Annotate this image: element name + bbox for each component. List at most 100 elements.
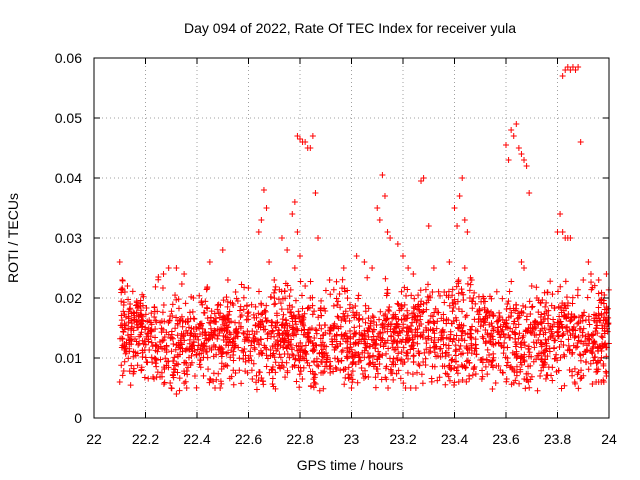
data-point: [184, 371, 191, 378]
data-point: [219, 247, 226, 253]
data-point: [341, 332, 348, 339]
data-point: [307, 368, 314, 375]
data-point: [528, 373, 535, 380]
data-point: [376, 316, 383, 323]
data-point: [137, 321, 144, 328]
data-point: [508, 309, 515, 316]
data-point: [475, 293, 482, 300]
data-point: [394, 357, 401, 364]
data-point: [170, 366, 177, 373]
data-point: [204, 354, 211, 361]
data-point: [502, 354, 509, 361]
data-point: [164, 358, 171, 365]
data-point: [267, 346, 274, 353]
data-point: [526, 384, 533, 391]
data-point: [163, 329, 170, 336]
data-point: [384, 328, 391, 335]
data-point: [161, 366, 168, 373]
data-point: [574, 343, 581, 350]
data-point: [514, 315, 521, 322]
data-point: [400, 344, 407, 351]
data-point: [453, 283, 460, 290]
data-point: [244, 310, 251, 317]
data-point: [377, 308, 384, 315]
data-point: [484, 346, 491, 353]
data-point: [484, 331, 491, 338]
data-point: [333, 295, 340, 302]
data-point: [297, 364, 304, 371]
data-point: [137, 297, 144, 304]
data-point: [293, 331, 300, 338]
data-point: [327, 327, 334, 334]
data-point: [284, 306, 291, 313]
data-point: [273, 312, 280, 319]
data-point: [459, 308, 466, 315]
data-point: [120, 302, 127, 309]
data-point: [598, 297, 605, 304]
data-point: [503, 142, 509, 148]
data-point: [264, 331, 271, 338]
data-point: [272, 300, 279, 307]
data-point: [419, 334, 426, 341]
data-point: [457, 342, 464, 349]
data-point: [240, 330, 247, 337]
data-point: [394, 300, 401, 307]
data-point: [203, 286, 210, 293]
data-point: [494, 329, 501, 336]
data-point: [445, 373, 452, 380]
data-point: [230, 381, 237, 388]
data-point: [127, 333, 134, 340]
data-point: [176, 387, 183, 394]
data-point: [300, 322, 307, 329]
data-point: [186, 346, 193, 353]
data-point: [604, 305, 611, 312]
data-point: [602, 340, 609, 347]
data-point: [570, 324, 577, 331]
data-point: [580, 351, 587, 358]
y-tick-label: 0.01: [55, 350, 82, 366]
data-point: [206, 259, 213, 265]
data-point: [314, 362, 321, 369]
data-point: [160, 302, 167, 309]
data-point: [272, 369, 279, 376]
data-point: [547, 322, 554, 329]
data-point: [213, 376, 220, 383]
data-point: [240, 294, 247, 301]
data-point: [440, 341, 447, 348]
data-point: [522, 385, 529, 392]
data-point: [285, 332, 292, 339]
data-point: [130, 353, 137, 360]
data-point: [210, 370, 217, 377]
data-point: [184, 346, 191, 353]
data-point: [297, 136, 303, 142]
data-point: [306, 362, 313, 369]
data-point: [485, 359, 492, 366]
data-point: [542, 353, 549, 360]
data-point: [173, 314, 180, 321]
data-point: [495, 339, 502, 346]
data-point: [142, 324, 149, 331]
data-point: [172, 346, 179, 353]
data-point: [438, 315, 445, 322]
data-point: [291, 199, 298, 205]
data-point: [298, 292, 305, 299]
data-point: [118, 312, 125, 319]
data-point: [334, 313, 341, 320]
data-point: [528, 283, 535, 289]
data-point: [335, 298, 342, 305]
data-point: [410, 352, 417, 359]
data-point: [379, 337, 386, 344]
data-point: [515, 321, 522, 328]
data-point: [390, 337, 397, 344]
data-point: [138, 320, 145, 327]
data-point: [120, 368, 127, 375]
data-point: [271, 301, 278, 308]
data-point: [454, 363, 461, 370]
data-point: [463, 378, 470, 385]
data-point: [388, 333, 395, 340]
data-point: [310, 370, 317, 377]
grid-lines: [94, 58, 609, 418]
data-point: [387, 366, 394, 373]
data-point: [323, 350, 330, 357]
data-point: [384, 229, 391, 235]
